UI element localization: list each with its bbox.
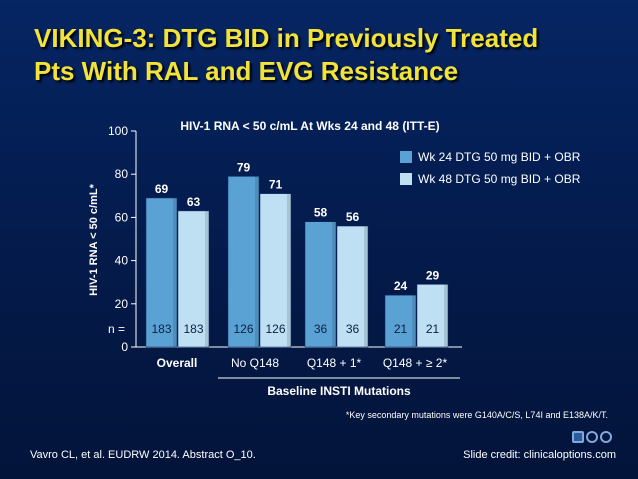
bar-n-label: 36 bbox=[314, 322, 328, 336]
category-label: Q148 + ≥ 2* bbox=[383, 356, 448, 370]
y-axis-label: HIV-1 RNA < 50 c/mL* bbox=[88, 183, 100, 295]
bar-shade bbox=[332, 221, 336, 347]
bar-shade bbox=[412, 295, 416, 347]
bar-value-label: 71 bbox=[269, 178, 283, 192]
home-nav-icon[interactable] bbox=[586, 431, 598, 443]
bar-wk24 bbox=[145, 197, 178, 348]
y-tick-label: 60 bbox=[115, 210, 129, 224]
slide-credit: Slide credit: clinicaloptions.com bbox=[463, 449, 616, 461]
back-nav-icon[interactable] bbox=[572, 431, 584, 443]
n-row-label: n = bbox=[108, 322, 125, 336]
bar-n-label: 126 bbox=[233, 322, 253, 336]
legend-swatch bbox=[400, 151, 412, 163]
bar-shade bbox=[287, 193, 291, 347]
y-tick-label: 80 bbox=[115, 167, 129, 181]
bar-n-label: 21 bbox=[426, 322, 440, 336]
forward-nav-icon[interactable] bbox=[600, 431, 612, 443]
bar-value-label: 79 bbox=[237, 160, 251, 174]
bar-shade bbox=[444, 284, 448, 347]
bar-wk24 bbox=[227, 176, 260, 348]
bar-value-label: 24 bbox=[394, 279, 408, 293]
bar-n-label: 36 bbox=[346, 322, 360, 336]
slide-nav bbox=[572, 431, 612, 443]
y-tick-label: 20 bbox=[115, 297, 129, 311]
bar-n-label: 126 bbox=[265, 322, 285, 336]
bar-wk48 bbox=[177, 210, 210, 348]
y-tick-label: 40 bbox=[115, 254, 129, 268]
legend-entry: Wk 24 DTG 50 mg BID + OBR bbox=[418, 150, 581, 164]
citation-text: Vavro CL, et al. EUDRW 2014. Abstract O_… bbox=[30, 449, 256, 461]
category-label: Overall bbox=[157, 356, 198, 370]
bar-value-label: 63 bbox=[187, 195, 201, 209]
bar-value-label: 69 bbox=[155, 182, 169, 196]
x-axis-label: Baseline INSTI Mutations bbox=[267, 384, 411, 398]
footnote-text: *Key secondary mutations were G140A/C/S,… bbox=[346, 410, 608, 420]
slide-title-line-2: Pts With RAL and EVG Resistance bbox=[34, 56, 459, 86]
bar-shade bbox=[173, 197, 177, 347]
bar-wk24 bbox=[384, 294, 417, 348]
category-label: Q148 + 1* bbox=[307, 356, 362, 370]
bar-n-label: 183 bbox=[151, 322, 171, 336]
y-tick-label: 0 bbox=[121, 340, 128, 354]
bar-n-label: 21 bbox=[394, 322, 408, 336]
slide-title: VIKING-3: DTG BID in Previously Treated … bbox=[34, 22, 624, 88]
slide-title-line-1: VIKING-3: DTG BID in Previously Treated bbox=[34, 23, 539, 53]
bar-wk48 bbox=[259, 193, 292, 348]
y-tick-label: 100 bbox=[108, 124, 128, 138]
legend-entry: Wk 48 DTG 50 mg BID + OBR bbox=[418, 172, 581, 186]
bar-value-label: 56 bbox=[346, 210, 360, 224]
bar-value-label: 29 bbox=[426, 268, 440, 282]
bar-n-label: 183 bbox=[183, 322, 203, 336]
category-label: No Q148 bbox=[231, 356, 279, 370]
legend-swatch bbox=[400, 173, 412, 185]
bar-wk48 bbox=[336, 225, 369, 348]
bar-shade bbox=[364, 226, 368, 347]
bar-wk24 bbox=[304, 221, 337, 348]
bar-wk48 bbox=[416, 284, 449, 348]
bar-value-label: 58 bbox=[314, 206, 328, 220]
bar-shade bbox=[255, 176, 259, 347]
chart-title: HIV-1 RNA < 50 c/mL At Wks 24 and 48 (IT… bbox=[180, 119, 439, 133]
bar-shade bbox=[205, 210, 209, 347]
